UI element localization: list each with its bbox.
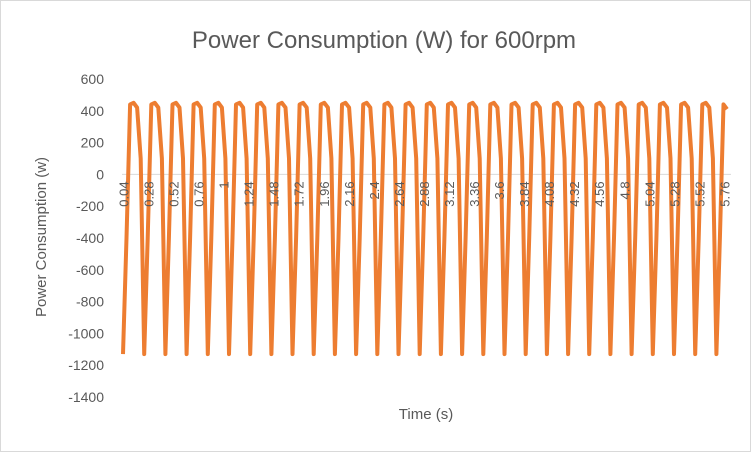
y-axis-title: Power Consumption (w) [33, 157, 50, 317]
x-tick-label: 2.16 [342, 181, 357, 206]
y-tick-label: 600 [81, 71, 105, 87]
x-tick-label: 0.76 [192, 181, 207, 206]
y-tick-label: -1400 [68, 389, 104, 405]
x-tick-label: 2.64 [392, 181, 407, 206]
y-tick-label: 400 [81, 103, 105, 119]
y-tick-label: -200 [76, 198, 104, 214]
x-tick-label: 3.84 [517, 181, 532, 206]
y-tick-label: 200 [81, 135, 105, 151]
x-tick-label: 1.96 [317, 181, 332, 206]
x-tick-label: 2.88 [417, 181, 432, 206]
x-tick-label: 4.32 [567, 181, 582, 206]
x-tick-label: 3.12 [442, 181, 457, 206]
y-tick-label: -800 [76, 294, 104, 310]
series-line-power [121, 100, 729, 357]
chart-title: Power Consumption (W) for 600rpm [192, 27, 576, 54]
x-tick-label: 3.36 [467, 181, 482, 206]
x-tick-label: 1.48 [267, 181, 282, 206]
y-tick-label: -1000 [68, 325, 104, 341]
x-axis-title: Time (s) [399, 406, 453, 423]
x-axis-ticks: 0.04 0.28 0.52 0.76 1 1.24 1.48 1.72 1.96 2.16 2.4… [116, 181, 732, 206]
x-tick-label: 0.04 [116, 181, 131, 206]
x-tick-label: 0.28 [141, 181, 156, 206]
y-tick-label: -1200 [68, 357, 104, 373]
x-tick-label: 4.08 [542, 181, 557, 206]
x-tick-label: 1.24 [242, 181, 257, 206]
x-tick-label: 5.52 [692, 181, 707, 206]
x-tick-label: 5.28 [667, 181, 682, 206]
x-tick-label: 4.56 [592, 181, 607, 206]
y-tick-label: -600 [76, 262, 104, 278]
x-tick-label: 3.6 [492, 181, 507, 199]
x-tick-label: 5.04 [642, 181, 657, 206]
x-tick-label: 4.8 [617, 181, 632, 199]
y-tick-label: -400 [76, 230, 104, 246]
x-tick-label: 1.72 [292, 181, 307, 206]
x-tick-label: 5.76 [717, 181, 732, 206]
y-axis-ticks: 600 400 200 0 -200 -400 -600 -800 -1000 -1200 -140… [68, 71, 104, 405]
x-tick-label: 1 [217, 181, 232, 188]
x-tick-label: 0.52 [167, 181, 182, 206]
y-tick-label: 0 [96, 166, 104, 182]
x-tick-label: 2.4 [367, 181, 382, 199]
